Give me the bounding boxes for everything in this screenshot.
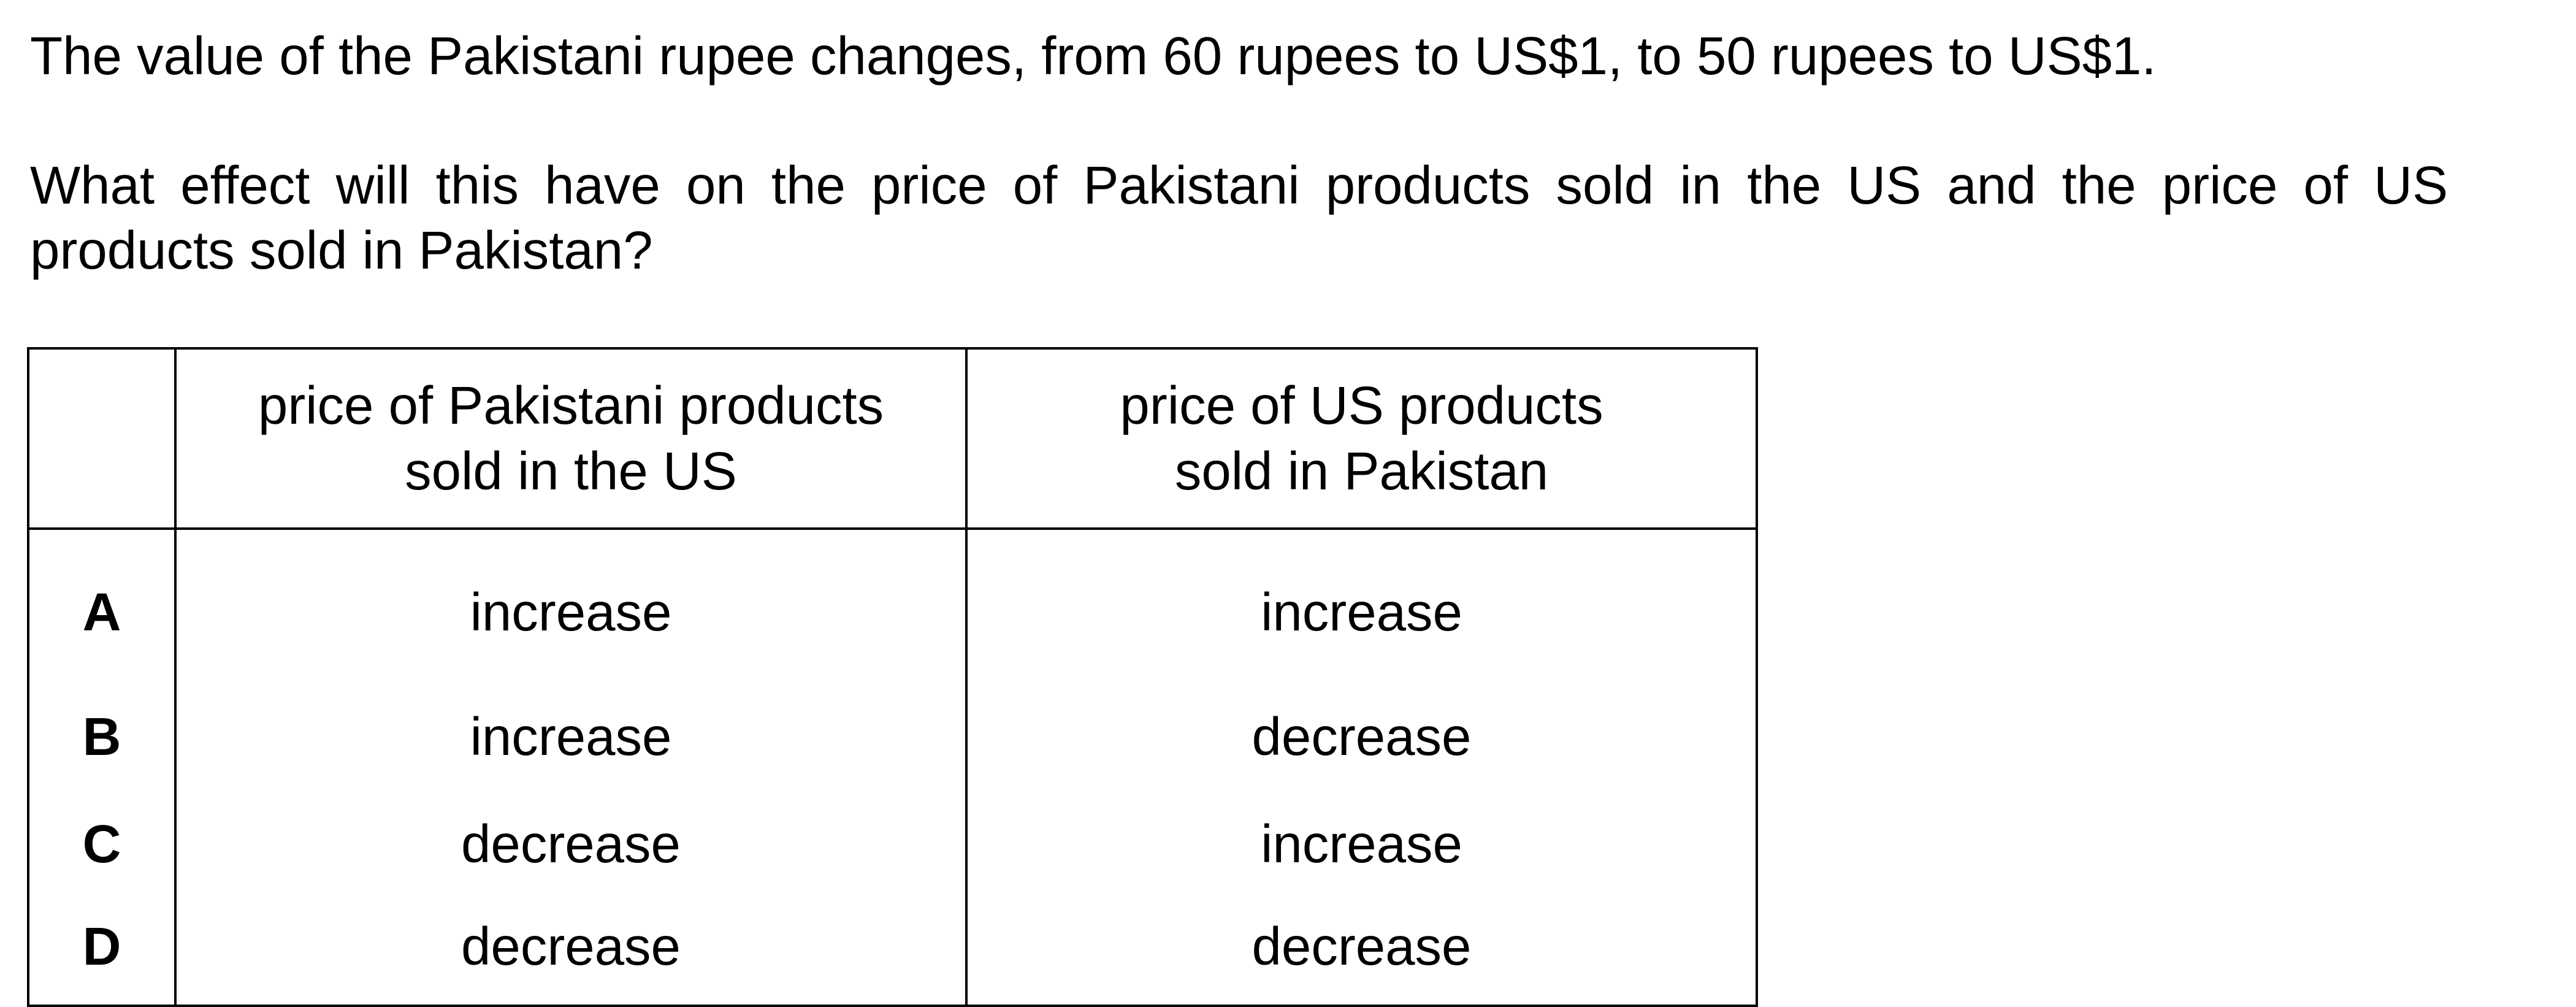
- option-row-d[interactable]: D decrease decrease: [27, 898, 1758, 1007]
- option-pakistani-price: increase: [174, 529, 968, 683]
- option-row-c[interactable]: C decrease increase: [27, 791, 1758, 898]
- header-empty-cell: [27, 347, 177, 530]
- question-line-1: The value of the Pakistani rupee changes…: [30, 26, 2157, 86]
- header-pakistani-line-2: sold in the US: [405, 442, 737, 501]
- option-letter: D: [27, 898, 177, 1007]
- option-us-price: increase: [965, 791, 1758, 898]
- table-header-row: price of Pakistani products sold in the …: [27, 347, 1758, 530]
- header-us-line-1: price of US products: [1120, 376, 1603, 435]
- option-letter: A: [27, 529, 177, 683]
- header-pakistani-products: price of Pakistani products sold in the …: [174, 347, 968, 530]
- option-us-price: decrease: [965, 898, 1758, 1007]
- option-us-price: decrease: [965, 683, 1758, 791]
- option-us-price: increase: [965, 529, 1758, 683]
- answer-options-table: price of Pakistani products sold in the …: [27, 347, 1758, 1007]
- option-letter: C: [27, 791, 177, 898]
- option-letter: B: [27, 683, 177, 791]
- option-pakistani-price: decrease: [174, 898, 968, 1007]
- header-pakistani-line-1: price of Pakistani products: [258, 376, 884, 435]
- question-line-2: What effect will this have on the price …: [30, 156, 2448, 215]
- header-us-line-2: sold in Pakistan: [1174, 442, 1549, 501]
- question-line-3: products sold in Pakistan?: [30, 221, 653, 280]
- option-row-b[interactable]: B increase decrease: [27, 683, 1758, 791]
- option-pakistani-price: decrease: [174, 791, 968, 898]
- option-row-a[interactable]: A increase increase: [27, 529, 1758, 683]
- option-pakistani-price: increase: [174, 683, 968, 791]
- header-us-products: price of US products sold in Pakistan: [965, 347, 1758, 530]
